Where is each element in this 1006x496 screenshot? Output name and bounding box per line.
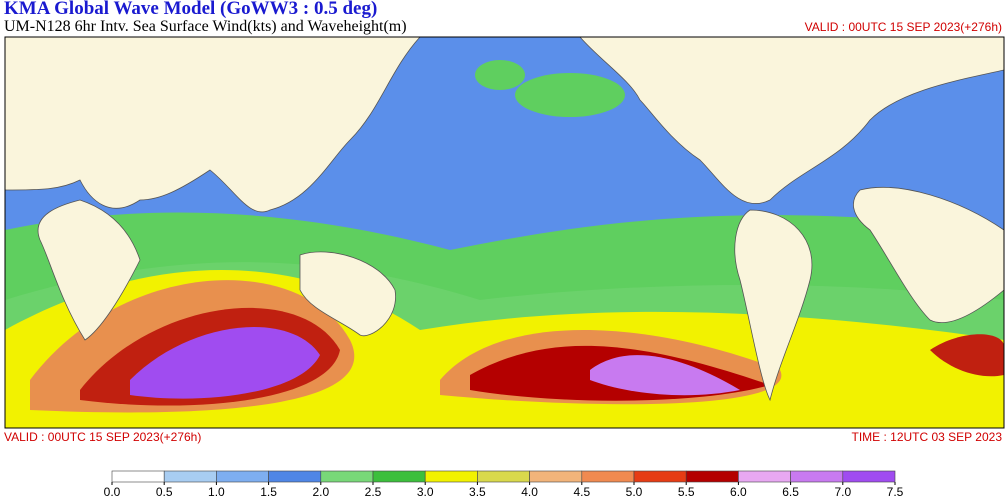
color-swatch [633,470,687,483]
subtitle: UM-N128 6hr Intv. Sea Surface Wind(kts) … [4,18,407,35]
tick-label: 3.5 [469,485,486,496]
tick-label: 2.5 [365,485,382,496]
tick-label: 1.0 [208,485,225,496]
color-swatch [842,470,896,483]
tick-label: 2.0 [312,485,329,496]
tick-label: 1.5 [260,485,277,496]
map [4,36,1005,429]
tick-label: 7.0 [834,485,851,496]
valid-bottom: VALID : 00UTC 15 SEP 2023(+276h) [4,430,201,444]
color-swatch [163,470,217,483]
tick-label: 4.5 [573,485,590,496]
color-swatch [738,470,791,483]
color-swatch [685,470,739,483]
tick-label: 0.5 [156,485,173,496]
color-swatch [268,470,322,483]
tick-label: 6.5 [782,485,799,496]
tick-label: 5.0 [626,485,643,496]
color-swatch [216,470,269,483]
color-swatch [372,470,426,483]
color-swatch [320,470,374,483]
tick-label: 0.0 [104,485,121,496]
color-swatch [424,470,478,483]
tick-label: 4.0 [521,485,538,496]
color-swatch [581,470,635,483]
color-swatch [111,470,165,483]
title: KMA Global Wave Model (GoWW3 : 0.5 deg) [4,0,377,19]
tick-label: 3.0 [417,485,434,496]
color-swatch [477,470,530,483]
colorbar: 0.0 0.5 1.0 1.5 2.0 2.5 3.0 3.5 4.0 4.5 5.0 5.5 6.0 6… [104,470,904,496]
tick-label: 7.5 [887,485,904,496]
color-swatch [529,470,583,483]
valid-top: VALID : 00UTC 15 SEP 2023(+276h) [805,20,1002,34]
tick-label: 5.5 [678,485,695,496]
time: TIME : 12UTC 03 SEP 2023 [851,430,1002,444]
tick-label: 6.0 [730,485,747,496]
color-swatch [790,470,844,483]
